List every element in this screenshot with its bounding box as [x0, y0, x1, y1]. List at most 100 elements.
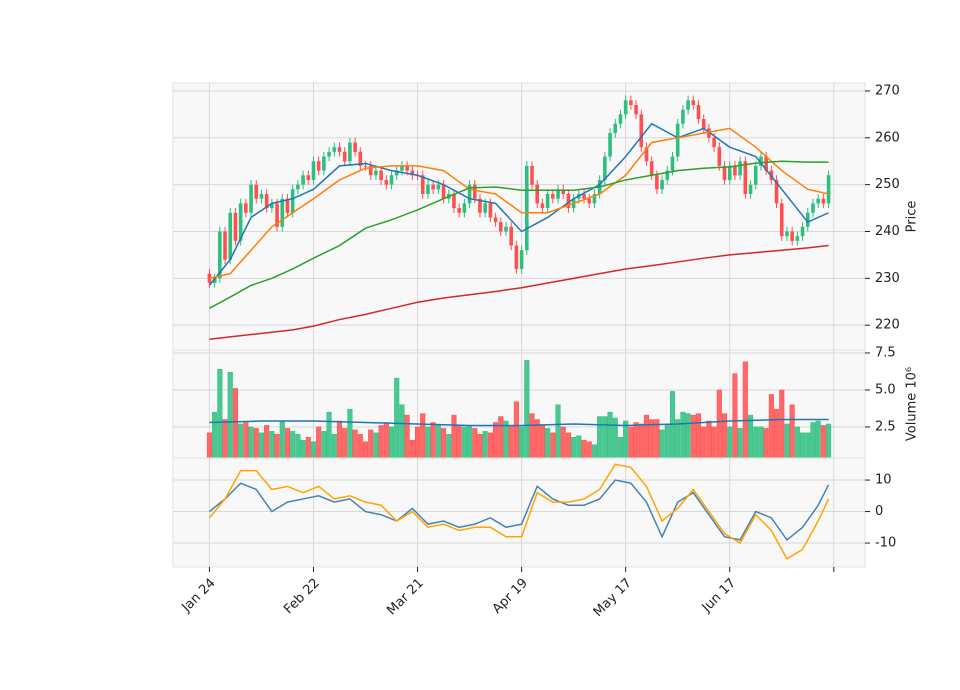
volume-bar [347, 408, 353, 459]
y-tick-label: 2.5 [875, 419, 896, 434]
candle-body [618, 114, 623, 124]
candle-body [805, 212, 810, 227]
candle-body [218, 231, 222, 279]
volume-bar [430, 422, 436, 459]
volume-bar [638, 423, 644, 459]
candle-body [816, 198, 820, 204]
volume-bar [508, 425, 514, 459]
candle-body [462, 203, 467, 213]
candle-body [342, 151, 347, 162]
candle-body [472, 184, 477, 199]
candle-body [785, 231, 789, 237]
candle-body [254, 184, 259, 199]
volume-bar [727, 426, 733, 459]
volume-bar [336, 420, 343, 459]
volume-bar [279, 420, 285, 459]
candle-body [457, 208, 461, 213]
volume-bar [472, 428, 478, 459]
candle-body [795, 236, 800, 241]
candle-body [322, 156, 326, 171]
candle-body [436, 184, 441, 190]
candle-body [363, 165, 368, 167]
y-tick-label: 0 [875, 504, 883, 519]
volume-bar [810, 422, 816, 459]
candle-body [759, 156, 763, 166]
volume-bar [524, 360, 530, 459]
x-tick-label: May 17 [591, 576, 635, 620]
volume-bar [529, 413, 535, 459]
candle-body [592, 194, 597, 204]
candle-body [551, 194, 555, 199]
candle-body [686, 100, 690, 110]
y-tick-label: 10 [875, 473, 892, 488]
candle-body [748, 184, 753, 195]
candle-body [660, 179, 664, 190]
candle-body [743, 161, 748, 195]
volume-bar [602, 416, 608, 459]
volume-bar [763, 428, 769, 459]
candle-body [483, 203, 487, 213]
volume-bar [352, 429, 358, 459]
volume-bar [232, 388, 238, 459]
candle-body [384, 179, 389, 185]
volume-bar [206, 432, 212, 459]
volume-bar [581, 439, 587, 459]
candle-body [212, 278, 217, 284]
volume-bar [576, 435, 582, 459]
volume-bar [425, 426, 431, 459]
candle-body [410, 170, 415, 176]
volume-bar [784, 423, 790, 459]
candle-body [623, 100, 628, 115]
volume-bar [414, 426, 421, 459]
candle-body [540, 203, 545, 209]
candle-body [525, 165, 529, 251]
candle-body [644, 147, 649, 162]
volume-bar [284, 428, 291, 459]
candle-body [608, 133, 612, 157]
volume-bar [685, 413, 691, 459]
candle-body [826, 175, 831, 204]
candle-body [613, 123, 618, 134]
volume-bar [826, 423, 832, 459]
volume-bar [498, 416, 504, 459]
volume-bar [628, 426, 634, 459]
volume-bar [331, 434, 337, 459]
volume-bar [446, 434, 452, 459]
volume-bar [716, 389, 722, 459]
volume-bar [227, 371, 233, 459]
y-axis-label: Volume 10⁶ [905, 367, 920, 441]
candle-body [431, 184, 435, 190]
candle-body [811, 203, 815, 213]
volume-bar [768, 394, 774, 459]
volume-bar [701, 426, 707, 459]
candle-body [368, 165, 373, 176]
volume-bar [388, 426, 395, 459]
candle-body [603, 156, 607, 180]
candle-body [311, 161, 316, 180]
candle-body [301, 175, 305, 185]
volume-bar [591, 444, 597, 459]
candle-body [394, 170, 399, 176]
volume-bar [503, 420, 509, 459]
candle-body [701, 119, 706, 129]
volume-bar [461, 426, 467, 459]
volume-bar [597, 416, 603, 459]
candle-body [358, 151, 363, 166]
volume-bar [659, 429, 665, 459]
candle-body [665, 170, 670, 180]
volume-bar [820, 425, 826, 459]
volume-bar [295, 434, 301, 459]
line [208, 122, 829, 286]
volume-bar [545, 428, 551, 459]
candle-body [545, 194, 550, 209]
candle-body [374, 170, 378, 176]
candle-body [498, 222, 503, 232]
x-tick-label: Jan 24 [179, 576, 219, 616]
volume-bar [264, 425, 270, 459]
volume-bar [555, 404, 561, 459]
y-tick-label: 250 [875, 177, 900, 192]
volume-bar [695, 413, 702, 459]
volume-bar [690, 414, 696, 459]
candle-body [535, 184, 540, 204]
volume-bar [378, 425, 384, 459]
